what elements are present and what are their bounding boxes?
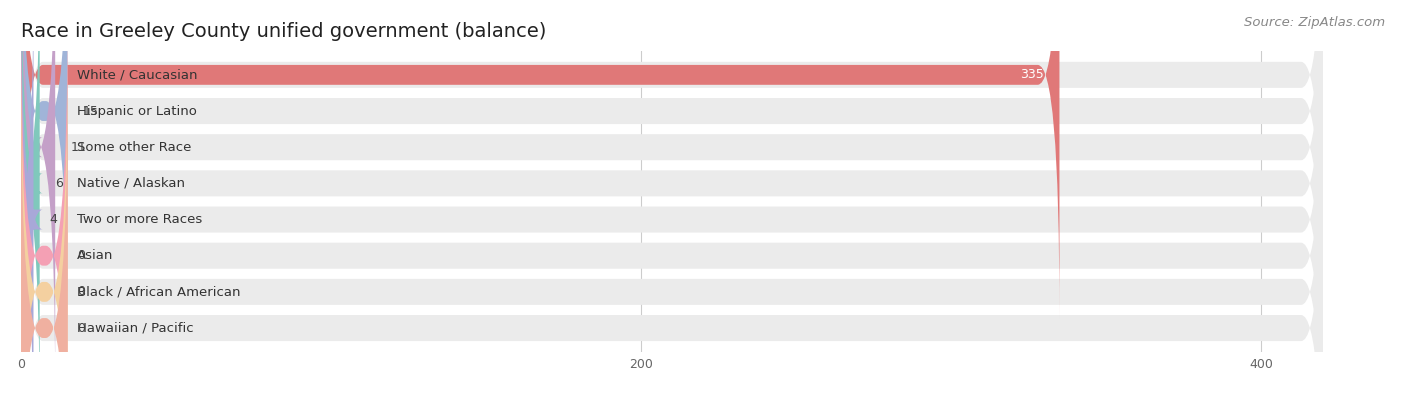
Text: Some other Race: Some other Race [77, 141, 191, 154]
FancyBboxPatch shape [21, 13, 67, 395]
FancyBboxPatch shape [21, 52, 1323, 395]
FancyBboxPatch shape [21, 49, 67, 395]
FancyBboxPatch shape [21, 0, 1323, 351]
FancyBboxPatch shape [21, 85, 67, 395]
FancyBboxPatch shape [21, 0, 1323, 395]
Text: Black / African American: Black / African American [77, 285, 240, 298]
FancyBboxPatch shape [21, 0, 1060, 318]
Text: 11: 11 [70, 141, 86, 154]
Text: Hawaiian / Pacific: Hawaiian / Pacific [77, 322, 194, 335]
FancyBboxPatch shape [21, 0, 1323, 395]
Text: 0: 0 [77, 249, 84, 262]
FancyBboxPatch shape [11, 0, 42, 395]
Text: 335: 335 [1021, 68, 1043, 81]
FancyBboxPatch shape [18, 0, 42, 395]
FancyBboxPatch shape [21, 88, 1323, 395]
FancyBboxPatch shape [21, 0, 67, 354]
Text: Source: ZipAtlas.com: Source: ZipAtlas.com [1244, 16, 1385, 29]
FancyBboxPatch shape [21, 0, 1323, 387]
FancyBboxPatch shape [21, 0, 1323, 315]
Text: Race in Greeley County unified government (balance): Race in Greeley County unified governmen… [21, 23, 547, 41]
Text: White / Caucasian: White / Caucasian [77, 68, 197, 81]
Text: Two or more Races: Two or more Races [77, 213, 202, 226]
Text: Asian: Asian [77, 249, 114, 262]
Text: Hispanic or Latino: Hispanic or Latino [77, 105, 197, 118]
Text: 6: 6 [55, 177, 63, 190]
Text: 0: 0 [77, 322, 84, 335]
FancyBboxPatch shape [21, 0, 55, 390]
Text: 15: 15 [83, 105, 98, 118]
Text: Native / Alaskan: Native / Alaskan [77, 177, 184, 190]
Text: 0: 0 [77, 285, 84, 298]
FancyBboxPatch shape [21, 15, 1323, 395]
Text: 4: 4 [49, 213, 56, 226]
